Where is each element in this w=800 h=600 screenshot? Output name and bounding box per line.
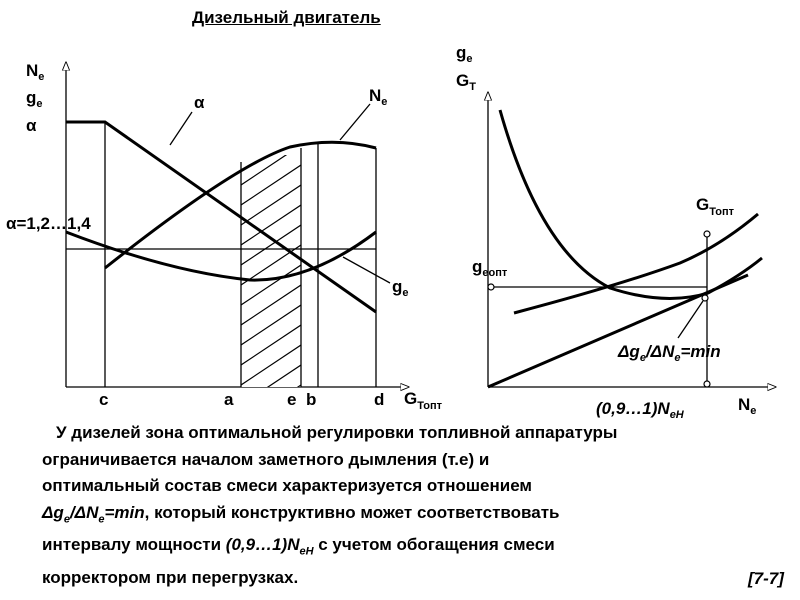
caption-line-3: оптимальный состав смеси характеризуется… xyxy=(42,476,533,495)
left-y-label-power: Ne xyxy=(26,61,44,83)
alpha-curve xyxy=(66,120,377,314)
right-x-tick: (0,9…1)NeH xyxy=(596,399,685,420)
caption-text: У дизелей зона оптимальной регулировки т… xyxy=(42,420,792,592)
gt-opt-label: GТопт xyxy=(696,195,735,218)
min-condition-leader xyxy=(677,300,704,339)
marker-tangent xyxy=(701,294,709,302)
caption-line-6: корректором при перегрузках. xyxy=(42,568,299,588)
right-chart: ge GT geопт GТопт Δge/ΔNe=min (0,9…1)NeH… xyxy=(456,43,772,420)
ge-curve-label: ge xyxy=(392,277,409,299)
left-x-axis-label: GТопт xyxy=(404,389,443,412)
right-y-label-ge: ge xyxy=(456,43,473,65)
right-y-label-gt: GT xyxy=(456,71,476,93)
caption-formula-power: (0,9…1)NeH xyxy=(225,535,314,558)
x-tick-e: e xyxy=(287,390,296,409)
min-condition-label: Δge/ΔNe=min xyxy=(617,342,721,364)
marker-x-axis xyxy=(703,380,711,388)
marker-gt-opt xyxy=(703,230,711,238)
power-curve-label: Ne xyxy=(369,86,387,108)
ge-leader xyxy=(342,256,391,284)
power-curve xyxy=(104,140,377,270)
caption-line-4: Δge/ΔNe=min, который конструктивно может… xyxy=(42,502,560,525)
tangent-line xyxy=(487,273,749,389)
left-y-label-ge: ge xyxy=(26,88,43,110)
diagram-canvas: Ne ge α α=1,2…1,4 α Ne ge c a e b d GТоп… xyxy=(6,43,800,420)
alpha-range-label: α=1,2…1,4 xyxy=(6,214,91,233)
alpha-curve-label: α xyxy=(194,93,205,112)
x-tick-d: d xyxy=(374,390,384,409)
left-y-label-alpha: α xyxy=(26,116,37,135)
power-leader xyxy=(339,103,371,141)
slide-reference: [7-7] xyxy=(748,569,784,588)
g-opt-label: geопт xyxy=(472,257,508,279)
hatched-zone xyxy=(241,155,301,387)
caption-line-5: интервалу мощности (0,9…1)NeH с учетом о… xyxy=(42,535,555,558)
left-chart: Ne ge α α=1,2…1,4 α Ne ge c a e b d GТоп… xyxy=(6,61,443,412)
caption-formula-min: Δge/ΔNe=min xyxy=(42,502,145,525)
x-tick-a: a xyxy=(224,390,234,409)
marker-g-opt xyxy=(487,283,495,291)
page-title: Дизельный двигатель xyxy=(192,8,381,27)
x-tick-c: c xyxy=(99,390,108,409)
caption-line-1: У дизелей зона оптимальной регулировки т… xyxy=(56,423,618,442)
caption-line-2: ограничивается началом заметного дымлени… xyxy=(42,449,490,469)
x-tick-b: b xyxy=(306,390,316,409)
right-x-axis-label: Ne xyxy=(738,395,756,417)
alpha-leader xyxy=(169,111,193,146)
gt-curve xyxy=(513,212,759,315)
right-ge-curve xyxy=(498,109,763,300)
specific-consumption-curve xyxy=(65,230,377,282)
